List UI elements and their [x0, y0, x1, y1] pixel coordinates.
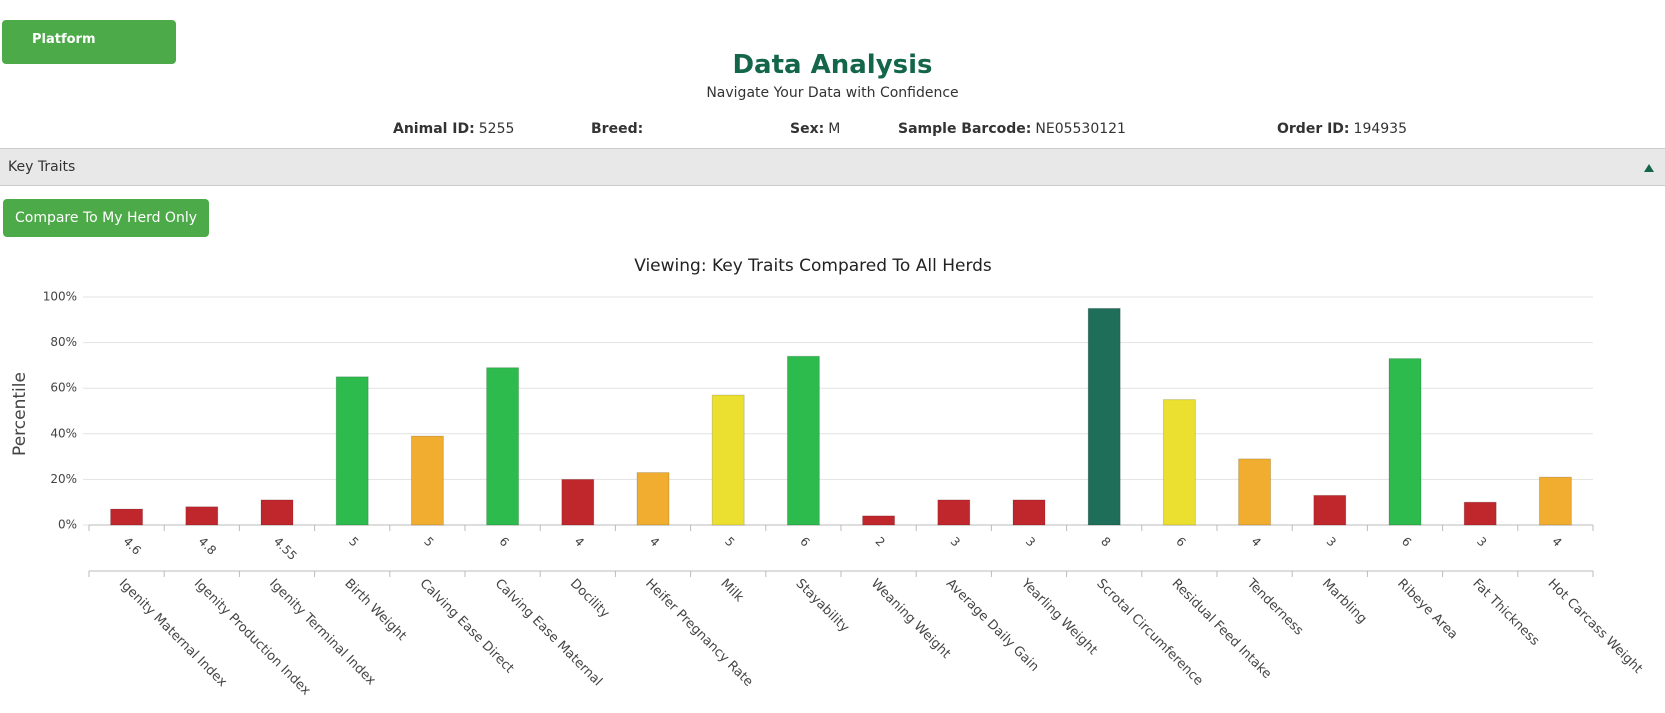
info-item: Breed:	[591, 121, 643, 137]
score-label: 6	[797, 534, 812, 549]
info-value: M	[828, 121, 841, 137]
bar	[711, 394, 745, 526]
bar	[1538, 476, 1572, 526]
score-label: 5	[722, 534, 737, 549]
bar	[335, 376, 369, 526]
x-tick-label: Heifer Pregnancy Rate	[642, 576, 756, 690]
score-label: 4.8	[196, 534, 219, 557]
info-item: Sample Barcode: NE05530121	[898, 121, 1126, 137]
score-label: 4	[1248, 534, 1263, 549]
x-tick-label: Marbling	[1319, 576, 1370, 627]
bar	[185, 506, 219, 526]
bar	[561, 478, 595, 526]
x-tick-label: Hot Carcass Weight	[1545, 576, 1646, 677]
bar	[1463, 501, 1497, 526]
bar	[486, 367, 520, 526]
x-tick-label: Ribeye Area	[1394, 576, 1460, 642]
x-tick-label: Igenity Production Index	[191, 576, 314, 699]
bar	[110, 508, 144, 526]
bar	[1238, 458, 1272, 526]
info-item: Order ID: 194935	[1277, 121, 1407, 137]
x-tick-label: Calving Ease Direct	[417, 576, 517, 676]
x-tick-label: Average Daily Gain	[943, 576, 1042, 675]
info-label: Sample Barcode:	[898, 121, 1032, 137]
bar	[636, 472, 670, 526]
bar	[410, 435, 444, 526]
x-tick-label: Residual Feed Intake	[1169, 576, 1275, 682]
bar	[1313, 494, 1347, 526]
x-tick-label: Scrotal Circumference	[1093, 576, 1205, 688]
score-label: 3	[948, 534, 963, 549]
bar	[1087, 307, 1121, 526]
score-label: 4.6	[120, 534, 143, 557]
x-tick-label: Docility	[567, 576, 612, 621]
x-tick-label: Tenderness	[1243, 576, 1306, 639]
bar	[862, 515, 896, 526]
score-label: 5	[421, 534, 436, 549]
score-label: 2	[872, 534, 887, 549]
info-value: 5255	[478, 121, 515, 137]
y-tick-label: 40%	[50, 426, 77, 440]
info-value: NE05530121	[1035, 121, 1126, 137]
platform-button[interactable]: Platform	[2, 20, 176, 64]
section-title: Key Traits	[8, 159, 76, 175]
score-label: 4	[1549, 534, 1564, 549]
bar	[1012, 499, 1046, 526]
score-label: 3	[1324, 534, 1339, 549]
x-tick-label: Calving Ease Maternal	[492, 576, 605, 689]
score-label: 3	[1023, 534, 1038, 549]
x-tick-label: Yearling Weight	[1017, 576, 1099, 658]
bar	[786, 355, 820, 526]
bar	[1388, 358, 1422, 526]
y-tick-label: 20%	[50, 472, 77, 486]
page-title: Data Analysis	[732, 50, 933, 80]
info-label: Animal ID:	[393, 121, 475, 137]
score-label: 6	[496, 534, 511, 549]
section-header[interactable]: Key Traits	[0, 148, 1665, 186]
collapse-icon	[1644, 164, 1654, 172]
page-subtitle: Navigate Your Data with Confidence	[706, 85, 959, 101]
info-label: Breed:	[591, 121, 644, 137]
info-value: 194935	[1353, 121, 1407, 137]
bar	[937, 499, 971, 526]
compare-button[interactable]: Compare To My Herd Only	[3, 199, 209, 237]
score-label: 4	[572, 534, 587, 549]
info-item: Sex: M	[790, 121, 840, 137]
y-tick-label: 80%	[50, 335, 77, 349]
bar	[260, 499, 294, 526]
x-tick-label: Weaning Weight	[868, 576, 953, 661]
x-tick-label: Igenity Terminal Index	[266, 576, 378, 688]
info-label: Sex:	[790, 121, 825, 137]
x-tick-label: Birth Weight	[341, 576, 409, 644]
score-label: 8	[1098, 534, 1113, 549]
score-label: 4.55	[271, 534, 300, 563]
y-tick-label: 60%	[50, 381, 77, 395]
score-label: 5	[346, 534, 361, 549]
y-tick-label: 0%	[58, 518, 77, 532]
x-tick-label: Milk	[717, 576, 746, 605]
score-label: 3	[1474, 534, 1489, 549]
chart-title: Viewing: Key Traits Compared To All Herd…	[634, 256, 992, 276]
y-tick-label: 100%	[43, 290, 77, 304]
x-tick-label: Stayability	[793, 576, 853, 636]
bar	[1162, 399, 1196, 526]
x-tick-label: Igenity Maternal Index	[116, 576, 230, 690]
score-label: 6	[1399, 534, 1414, 549]
y-axis-label: Percentile	[10, 372, 30, 456]
score-label: 4	[647, 534, 662, 549]
info-item: Animal ID: 5255	[393, 121, 514, 137]
info-label: Order ID:	[1277, 121, 1350, 137]
x-tick-label: Fat Thickness	[1469, 576, 1542, 649]
score-label: 6	[1173, 534, 1188, 549]
